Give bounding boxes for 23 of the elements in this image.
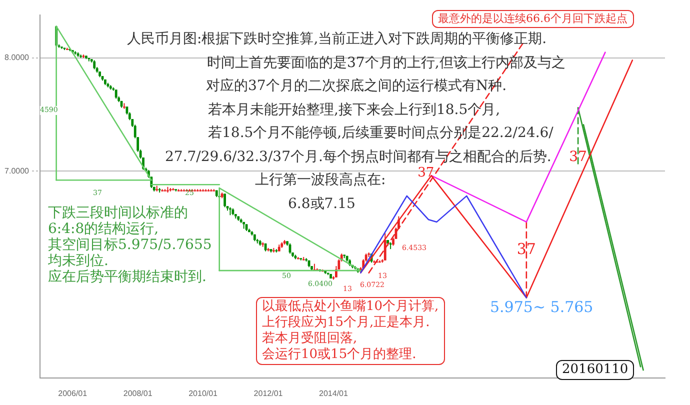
x-tick-label: 2010/01 (188, 389, 218, 398)
annotation: 最意外的是以连续66.6个月回下跌起点 (432, 10, 634, 28)
annotation: 若18.5个月不能停顿,后续重要时间点分别是22.2/24.6/ (208, 124, 554, 142)
annotation: 时间上首先要面临的是37个月的上行,但该上行内部及与之 (207, 54, 566, 72)
annotation: 6.8或7.15 (288, 194, 356, 212)
annotation: 若本月未能开始整理,接下来会上行到18.5个月, (208, 100, 500, 118)
annotation: 20160110 (556, 360, 634, 380)
annotation: 5.975~ 5.765 (490, 298, 594, 316)
annotation: 37 (569, 149, 587, 166)
x-tick-label: 2006/01 (58, 389, 88, 398)
y-tick-label: 8.0000 (4, 53, 30, 62)
x-tick-label: 2012/01 (254, 389, 284, 398)
annotation: 下跌三段时间以标准的 6:4:8的结构运行, 其空间目标5.975/5.7655 均未到位. 应在后势平衡期结束时到. (48, 205, 212, 285)
x-tick-label: 2008/01 (123, 389, 153, 398)
x-tick-label: 2014/01 (319, 389, 348, 398)
y-tick-label: 7.0000 (4, 166, 30, 176)
annotation: 27.7/29.6/32.3/37个月.每个拐点时间都有与之相配合的后势. (165, 148, 552, 166)
annotation: 以最低点处小鱼嘴10个月计算, 上行段应为15个月,正是本月. 若本月受阻回落, 会运行10或15个月的整理. (256, 297, 445, 365)
annotation: 37 (516, 240, 536, 258)
annotation: 对应的37个月的二次探底之间的运行模式有N种. (206, 77, 507, 95)
annotation: 37 (418, 166, 434, 181)
annotation: 上行第一波段高点在: (255, 171, 386, 189)
annotation: 人民币月图:根据下跌时空推算,当前正进入对下跌周期的平衡修正期. (127, 30, 547, 48)
